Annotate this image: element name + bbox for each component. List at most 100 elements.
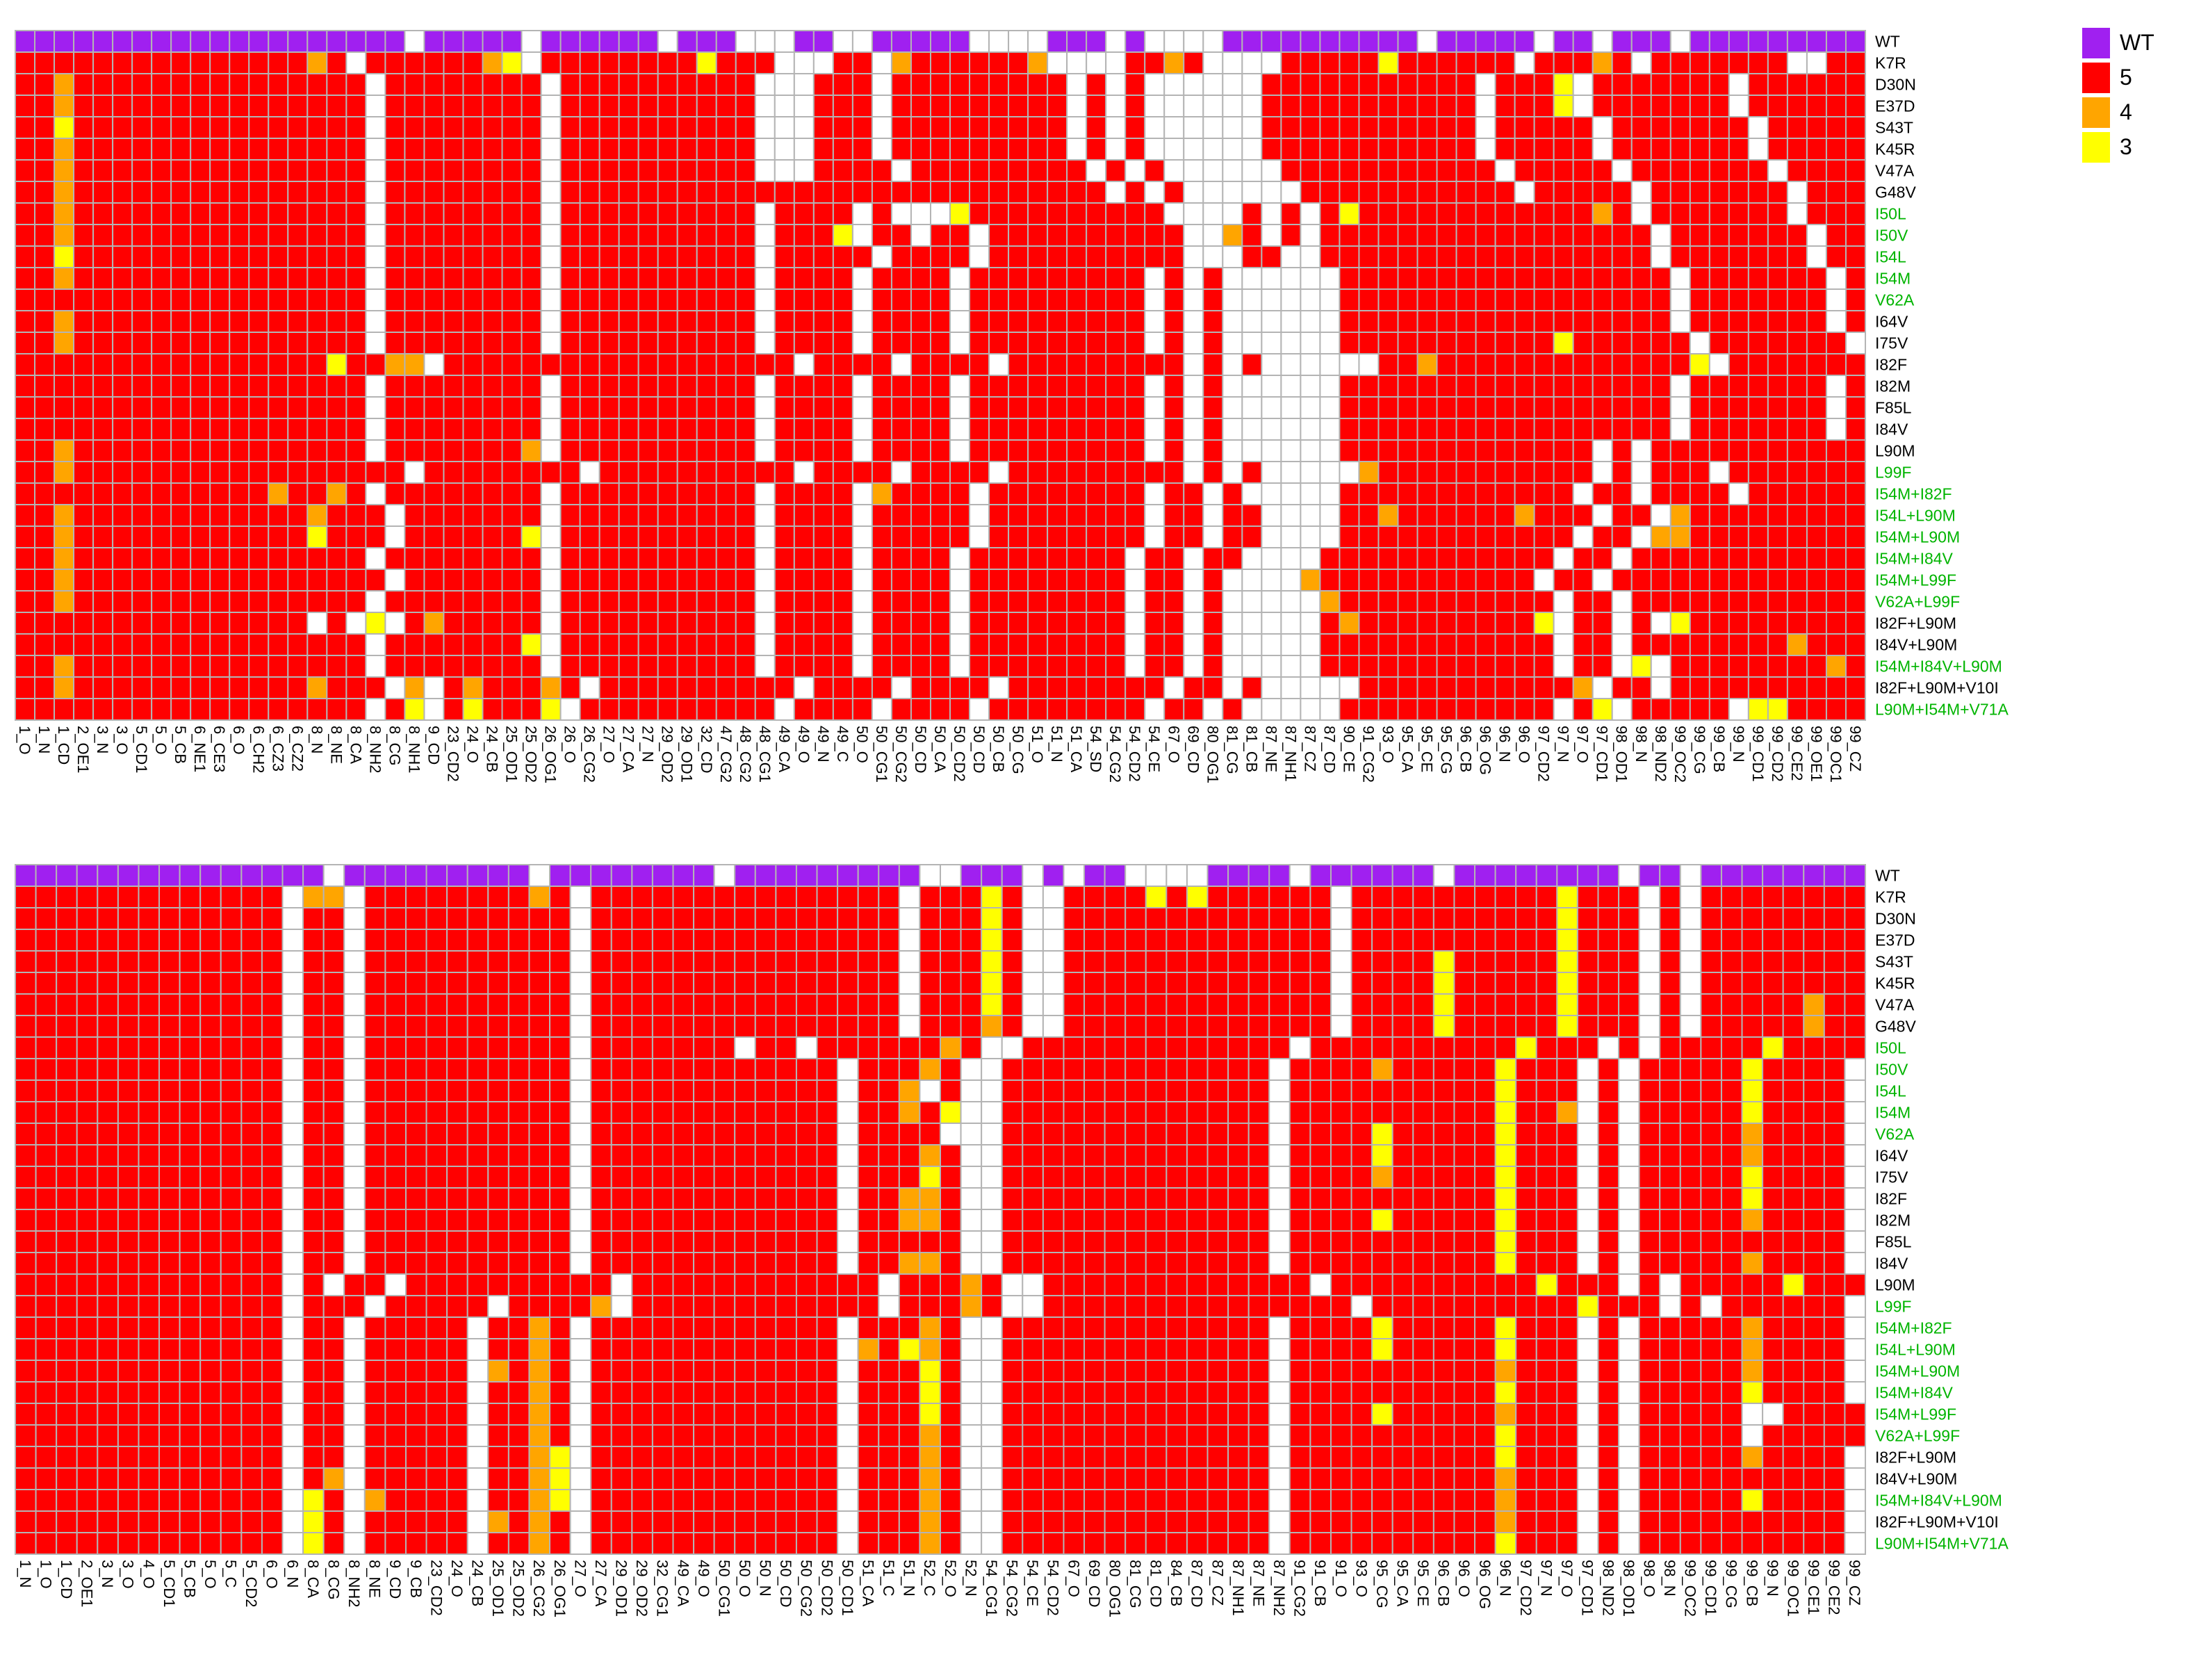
heatmap-cell — [637, 310, 659, 333]
heatmap-cell — [1186, 1209, 1209, 1232]
heatmap-cell — [1747, 30, 1769, 53]
heatmap-cell — [1592, 310, 1613, 333]
heatmap-cell — [322, 1230, 345, 1253]
heatmap-cell — [487, 1015, 509, 1038]
heatmap-cell — [929, 95, 951, 117]
heatmap-cell — [1432, 929, 1455, 952]
row-label: F85L — [1875, 399, 1912, 417]
heatmap-cell — [1453, 1273, 1476, 1296]
column-label: 50_CA — [931, 726, 949, 773]
heatmap-cell — [579, 353, 600, 376]
heatmap-cell — [1572, 461, 1594, 484]
heatmap-cell — [540, 30, 562, 53]
heatmap-cell — [676, 51, 698, 74]
heatmap-cell — [1494, 547, 1516, 570]
heatmap-cell — [384, 886, 407, 908]
heatmap-cell — [610, 1273, 633, 1296]
heatmap-cell — [261, 929, 284, 952]
heatmap-cell — [521, 30, 542, 53]
heatmap-cell — [1358, 288, 1380, 311]
heatmap-cell — [443, 159, 464, 182]
heatmap-cell — [1533, 202, 1555, 225]
heatmap-cell — [384, 353, 406, 376]
heatmap-cell — [170, 95, 192, 117]
heatmap-cell — [774, 676, 795, 699]
heatmap-cell — [170, 224, 192, 247]
heatmap-cell — [462, 181, 484, 204]
heatmap-cell — [1515, 864, 1537, 887]
heatmap-cell — [1183, 461, 1204, 484]
heatmap-cell — [1786, 396, 1808, 419]
heatmap-cell — [482, 202, 503, 225]
heatmap-cell — [1289, 1058, 1311, 1081]
heatmap-cell — [851, 590, 873, 613]
heatmap-cell — [482, 332, 503, 354]
heatmap-cell — [1047, 439, 1068, 462]
heatmap-cell — [1066, 138, 1088, 161]
heatmap-cell — [1436, 569, 1457, 592]
heatmap-cell — [281, 1187, 304, 1210]
heatmap-cell — [1124, 864, 1147, 887]
heatmap-cell — [443, 482, 464, 505]
heatmap-cell — [981, 929, 1003, 952]
heatmap-cell — [73, 288, 95, 311]
heatmap-cell — [775, 1273, 797, 1296]
heatmap-cell — [209, 267, 231, 290]
heatmap-cell — [1611, 482, 1633, 505]
heatmap-cell — [1145, 1079, 1168, 1102]
heatmap-cell — [487, 1079, 509, 1102]
heatmap-cell — [1300, 569, 1321, 592]
heatmap-cell — [890, 590, 912, 613]
heatmap-cell — [1535, 1058, 1558, 1081]
heatmap-cell — [384, 547, 406, 570]
heatmap-cell — [559, 461, 581, 484]
heatmap-cell — [92, 569, 114, 592]
heatmap-cell — [326, 569, 347, 592]
heatmap-cell — [1618, 1252, 1640, 1275]
heatmap-cell — [1708, 181, 1730, 204]
heatmap-cell — [1533, 51, 1555, 74]
heatmap-cell — [1319, 30, 1341, 53]
heatmap-cell — [734, 972, 756, 995]
heatmap-cell — [715, 332, 737, 354]
heatmap-cell — [1289, 886, 1311, 908]
heatmap-cell — [1474, 864, 1496, 887]
heatmap-cell — [910, 245, 931, 268]
heatmap-cell — [248, 353, 270, 376]
heatmap-cell — [462, 482, 484, 505]
heatmap-cell — [1474, 1273, 1496, 1296]
heatmap-cell — [1339, 569, 1360, 592]
heatmap-cell — [1650, 482, 1671, 505]
heatmap-cell — [1124, 1015, 1147, 1038]
heatmap-cell — [425, 1230, 448, 1253]
heatmap-cell — [1280, 482, 1302, 505]
heatmap-cell — [1494, 310, 1516, 333]
heatmap-cell — [117, 1166, 140, 1189]
heatmap-cell — [1845, 547, 1866, 570]
heatmap-cell — [1163, 181, 1185, 204]
heatmap-cell — [229, 590, 250, 613]
heatmap-cell — [1309, 993, 1332, 1016]
heatmap-cell — [637, 655, 659, 678]
heatmap-cell — [1183, 396, 1204, 419]
heatmap-cell — [1042, 1036, 1065, 1059]
heatmap-cell — [1572, 73, 1594, 96]
heatmap-cell — [138, 972, 161, 995]
heatmap-cell — [1475, 310, 1496, 333]
heatmap-cell — [1630, 525, 1652, 548]
heatmap-cell — [988, 461, 1010, 484]
heatmap-cell — [1207, 1123, 1229, 1145]
heatmap-cell — [598, 461, 620, 484]
heatmap-cell — [693, 864, 715, 887]
heatmap-cell — [1556, 1144, 1578, 1167]
heatmap-cell — [404, 1101, 427, 1124]
heatmap-cell — [696, 288, 717, 311]
heatmap-cell — [15, 569, 36, 592]
heatmap-cell — [795, 1187, 818, 1210]
heatmap-cell — [1597, 1230, 1620, 1253]
heatmap-cell — [112, 655, 133, 678]
heatmap-cell — [579, 569, 600, 592]
heatmap-cell — [1453, 1079, 1476, 1102]
heatmap-cell — [97, 1230, 119, 1253]
heatmap-cell — [832, 116, 853, 139]
